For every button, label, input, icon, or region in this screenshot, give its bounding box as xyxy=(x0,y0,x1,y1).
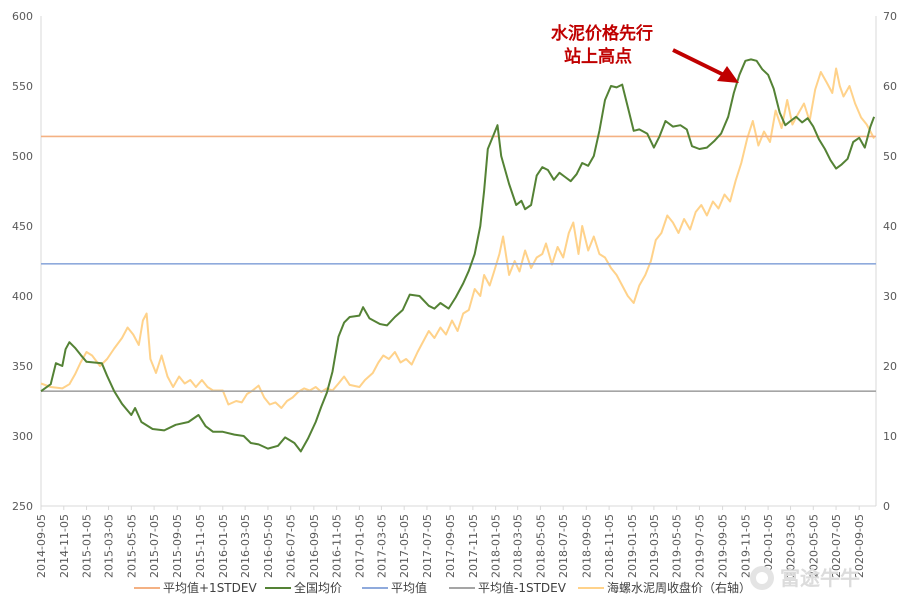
legend-label-3: 平均值-1STDEV xyxy=(478,580,567,595)
x-tick-label: 2020-01-05 xyxy=(762,514,775,578)
annotation-arrow-shaft xyxy=(672,48,727,78)
left-tick-label: 500 xyxy=(12,150,33,163)
x-tick-label: 2017-01-05 xyxy=(353,514,366,578)
watermark: 富途牛牛 xyxy=(750,566,860,590)
x-tick-label: 2017-03-05 xyxy=(375,514,388,578)
series-line-1 xyxy=(40,58,876,453)
plot-area xyxy=(40,16,877,507)
series-lines xyxy=(40,58,876,453)
x-tick-label: 2015-11-05 xyxy=(194,514,207,578)
x-tick-label: 2017-11-05 xyxy=(467,514,480,578)
x-tick-label: 2018-01-05 xyxy=(490,514,503,578)
x-tick-label: 2015-09-05 xyxy=(171,514,184,578)
x-tick-label: 2015-05-05 xyxy=(125,514,138,578)
annotation-arrow-head xyxy=(717,66,739,83)
right-tick-label: 70 xyxy=(883,10,897,23)
x-tick-label: 2015-03-05 xyxy=(103,514,116,578)
legend-label-1: 全国均价 xyxy=(294,580,342,595)
right-tick-label: 30 xyxy=(883,290,897,303)
x-tick-label: 2019-05-05 xyxy=(671,514,684,578)
legend: 平均值+1STDEV 全国均价 平均值 平均值-1STDEV 海螺水泥周收盘价（右轴） xyxy=(134,580,751,595)
annotation-line1: 水泥价格先行 xyxy=(551,23,653,44)
right-tick-label: 40 xyxy=(883,220,897,233)
x-tick-label: 2018-05-05 xyxy=(534,514,547,578)
x-tick-label: 2016-03-05 xyxy=(239,514,252,578)
x-tick-label: 2014-09-05 xyxy=(35,514,48,578)
x-tick-label: 2016-01-05 xyxy=(217,514,230,578)
x-tick-label: 2018-09-05 xyxy=(580,514,593,578)
watermark-text: 富途牛牛 xyxy=(780,566,860,590)
legend-label-2: 平均值 xyxy=(391,580,427,595)
x-tick-label: 2016-09-05 xyxy=(308,514,321,578)
left-tick-label: 250 xyxy=(12,500,33,513)
x-tick-label: 2016-07-05 xyxy=(285,514,298,578)
x-tick-label: 2020-05-05 xyxy=(807,514,820,578)
watermark-logo-inner-icon xyxy=(756,572,768,584)
left-tick-label: 400 xyxy=(12,290,33,303)
legend-label-0: 平均值+1STDEV xyxy=(163,580,257,595)
left-tick-label: 350 xyxy=(12,360,33,373)
right-tick-label: 60 xyxy=(883,80,897,93)
right-tick-label: 0 xyxy=(883,500,890,513)
x-tick-label: 2020-03-05 xyxy=(785,514,798,578)
x-axis-ticks: 2014-09-05 2014-11-05 2015-01-05 2015-03-05… xyxy=(35,506,866,578)
x-tick-label: 2019-11-05 xyxy=(739,514,752,578)
x-tick-label: 2017-09-05 xyxy=(444,514,457,578)
left-tick-label: 550 xyxy=(12,80,33,93)
left-tick-label: 450 xyxy=(12,220,33,233)
x-tick-label: 2014-11-05 xyxy=(58,514,71,578)
series-line-4 xyxy=(40,67,875,409)
annotation-line2: 站上高点 xyxy=(564,46,632,67)
right-tick-label: 50 xyxy=(883,150,897,163)
x-tick-label: 2019-07-05 xyxy=(693,514,706,578)
x-tick-label: 2019-09-05 xyxy=(717,514,730,578)
annotation: 水泥价格先行 站上高点 xyxy=(551,23,739,83)
x-tick-label: 2018-11-05 xyxy=(603,514,616,578)
legend-label-4: 海螺水泥周收盘价（右轴） xyxy=(607,580,751,595)
left-tick-label: 300 xyxy=(12,430,33,443)
x-tick-label: 2020-07-05 xyxy=(830,514,843,578)
x-tick-label: 2020-09-05 xyxy=(853,514,866,578)
right-tick-label: 20 xyxy=(883,360,897,373)
x-tick-label: 2018-03-05 xyxy=(512,514,525,578)
left-tick-label: 600 xyxy=(12,10,33,23)
x-tick-label: 2018-07-05 xyxy=(557,514,570,578)
x-tick-label: 2016-11-05 xyxy=(331,514,344,578)
left-axis-ticks: 250 300 350 400 450 500 550 600 xyxy=(12,10,33,513)
x-tick-label: 2017-05-05 xyxy=(398,514,411,578)
x-tick-label: 2015-07-05 xyxy=(148,514,161,578)
x-tick-label: 2019-03-05 xyxy=(648,514,661,578)
right-axis-ticks: 0 10 20 30 40 50 60 70 xyxy=(883,10,897,513)
x-tick-label: 2015-01-05 xyxy=(81,514,94,578)
x-tick-label: 2017-07-05 xyxy=(421,514,434,578)
right-tick-label: 10 xyxy=(883,430,897,443)
x-tick-label: 2016-05-05 xyxy=(262,514,275,578)
x-tick-label: 2019-01-05 xyxy=(626,514,639,578)
